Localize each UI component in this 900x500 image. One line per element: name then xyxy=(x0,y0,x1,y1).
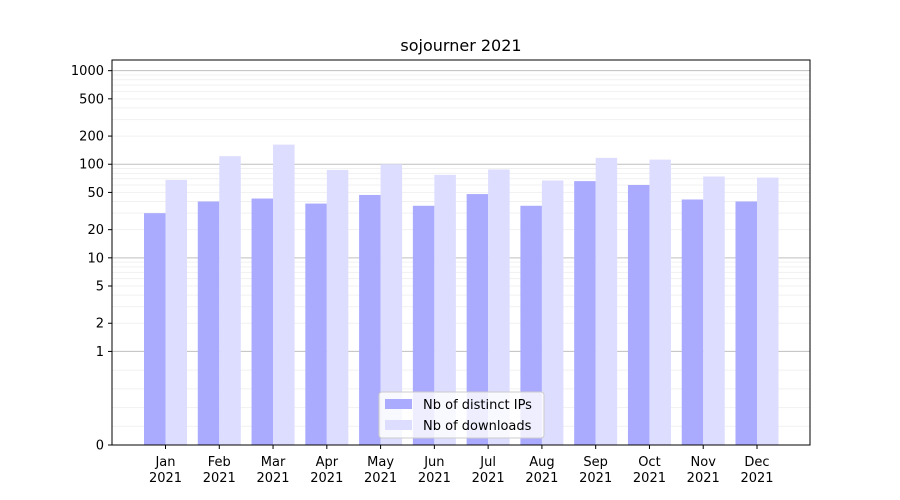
x-tick-label: Sep xyxy=(583,455,608,470)
y-axis: 0 1 2 5 10 20 50 100 200 500 1000 xyxy=(71,64,112,454)
y-tick-label: 1 xyxy=(96,345,104,360)
legend-swatch xyxy=(385,420,412,430)
y-tick-label: 200 xyxy=(79,130,104,145)
bar-distinct-ips xyxy=(359,194,381,445)
legend-box xyxy=(378,391,545,439)
bar-downloads xyxy=(219,156,241,445)
x-tick-label: Feb xyxy=(208,455,231,470)
x-axis: Jan2021Feb2021Mar2021Apr2021May2021Jun20… xyxy=(149,445,774,486)
x-tick-label: 2021 xyxy=(687,471,720,486)
y-tick-label: 10 xyxy=(87,251,104,266)
x-tick-label: Oct xyxy=(638,455,660,470)
legend-swatch xyxy=(385,399,412,409)
bar-downloads xyxy=(649,159,671,445)
y-tick-label: 50 xyxy=(87,186,104,201)
x-tick-label: 2021 xyxy=(525,471,558,486)
x-tick-label: 2021 xyxy=(579,471,612,486)
y-tick-label: 100 xyxy=(79,158,104,173)
x-tick-label: Nov xyxy=(691,455,717,470)
bar-distinct-ips xyxy=(574,181,596,445)
bar-downloads xyxy=(488,169,510,446)
x-tick-label: Apr xyxy=(316,455,339,470)
bar-distinct-ips xyxy=(735,201,757,445)
bar-downloads xyxy=(380,164,403,445)
y-tick-label: 0 xyxy=(96,439,104,454)
bar-downloads xyxy=(757,177,779,446)
bar-downloads xyxy=(326,169,349,445)
x-tick-label: 2021 xyxy=(149,471,182,486)
x-tick-label: May xyxy=(367,455,394,470)
bar-distinct-ips xyxy=(681,199,704,445)
x-tick-label: Dec xyxy=(744,455,769,470)
x-tick-label: 2021 xyxy=(256,471,289,486)
x-tick-label: Jul xyxy=(479,455,496,470)
bar-downloads xyxy=(595,157,618,446)
chart-title: sojourner 2021 xyxy=(400,36,521,55)
bar-distinct-ips xyxy=(466,194,489,445)
bar-downloads xyxy=(541,180,564,446)
legend-label: Nb of downloads xyxy=(423,419,532,434)
y-tick-label: 1000 xyxy=(71,64,104,79)
bar-distinct-ips xyxy=(305,203,327,445)
bar-distinct-ips xyxy=(412,205,435,445)
x-tick-label: Mar xyxy=(261,455,286,470)
bar-downloads xyxy=(165,179,187,445)
x-tick-label: 2021 xyxy=(310,471,343,486)
bar-downloads xyxy=(703,176,725,446)
legend-label: Nb of distinct IPs xyxy=(423,398,532,413)
x-tick-label: 2021 xyxy=(472,471,505,486)
x-tick-label: 2021 xyxy=(418,471,451,486)
x-tick-label: Jun xyxy=(423,455,444,470)
plot-frame xyxy=(111,59,811,446)
x-tick-label: Aug xyxy=(529,455,554,470)
bar-distinct-ips xyxy=(251,198,274,445)
bar-distinct-ips xyxy=(520,205,542,445)
bar-downloads xyxy=(273,144,295,445)
y-tick-label: 5 xyxy=(96,280,104,295)
y-tick-label: 20 xyxy=(87,223,104,238)
x-tick-label: Jan xyxy=(154,455,175,470)
bar-distinct-ips xyxy=(627,185,650,445)
x-tick-label: 2021 xyxy=(740,471,773,486)
x-tick-label: 2021 xyxy=(364,471,397,486)
legend: Nb of distinct IPs Nb of downloads xyxy=(378,391,545,439)
x-tick-label: 2021 xyxy=(203,471,236,486)
y-tick-label: 500 xyxy=(79,92,104,107)
bars xyxy=(144,144,779,446)
x-tick-label: 2021 xyxy=(633,471,666,486)
bar-distinct-ips xyxy=(197,201,220,445)
bar-distinct-ips xyxy=(144,213,166,445)
bar-downloads xyxy=(434,174,456,445)
y-tick-label: 2 xyxy=(96,317,104,332)
